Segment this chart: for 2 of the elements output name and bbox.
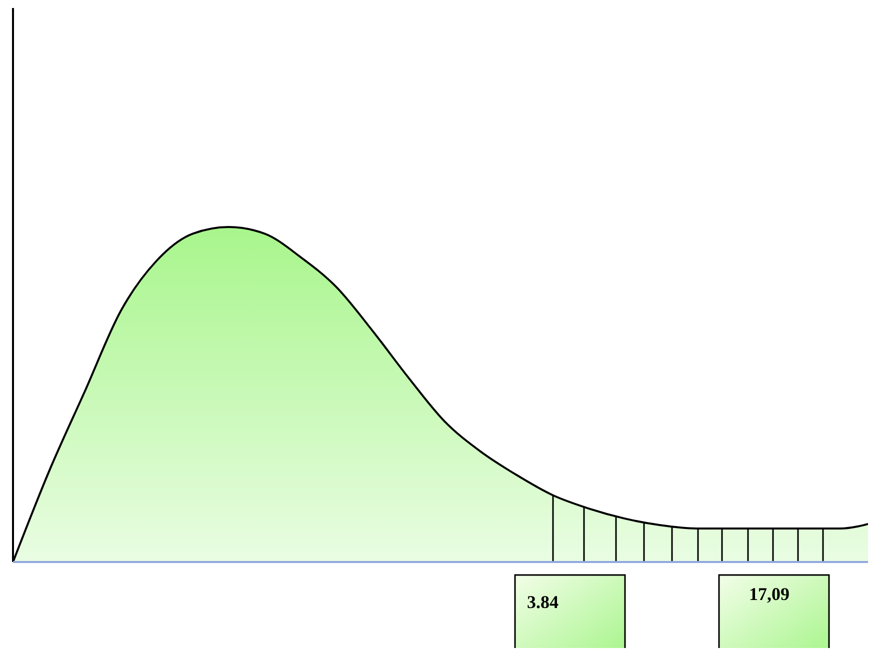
text: 3.84: [527, 592, 558, 612]
text: 17,09: [749, 584, 790, 604]
